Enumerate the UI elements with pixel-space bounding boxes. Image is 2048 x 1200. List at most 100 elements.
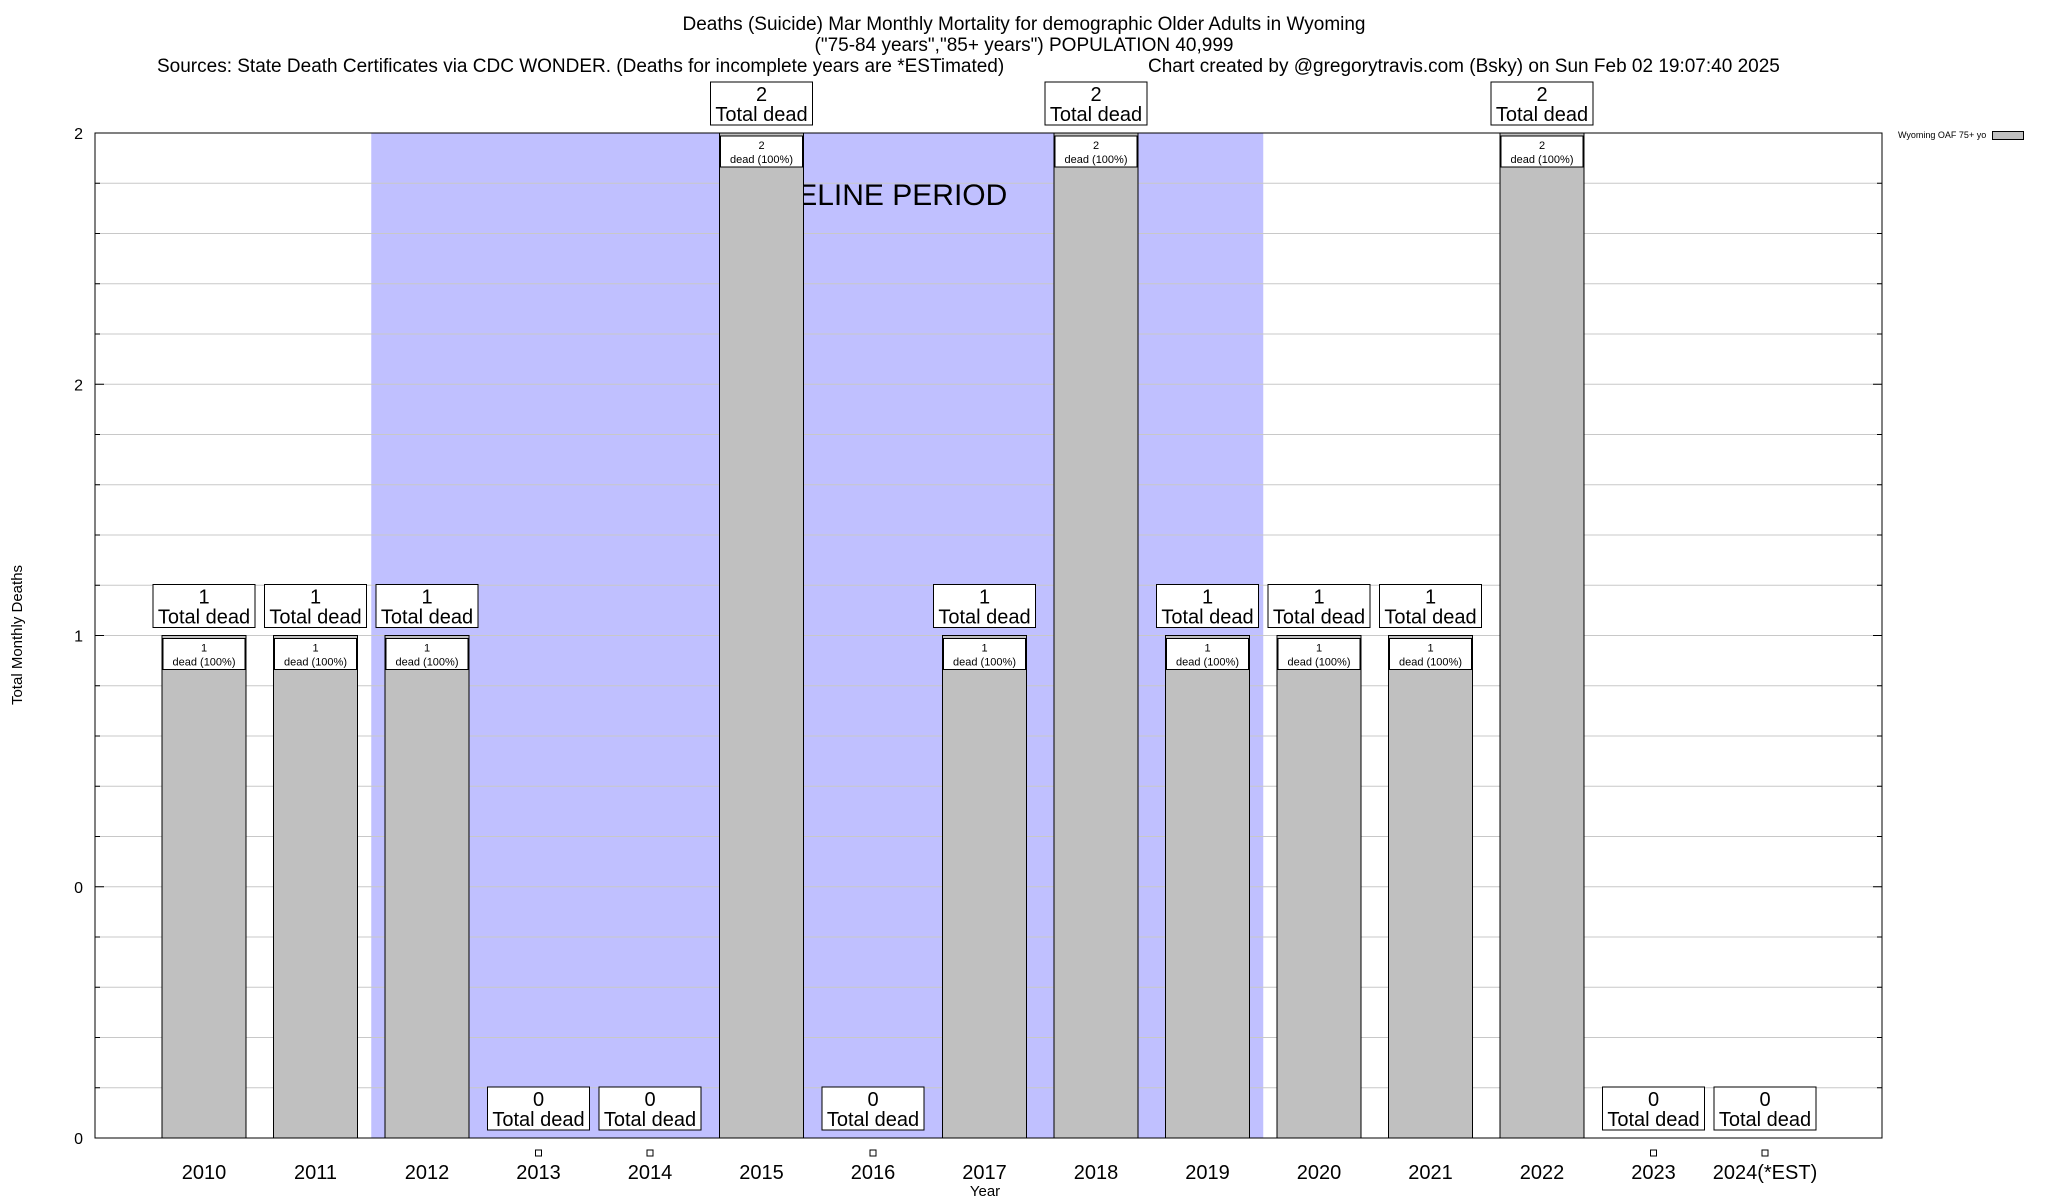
inner-label-count: 1 <box>1204 643 1210 655</box>
bar-2012 <box>384 635 470 1139</box>
inner-label-count: 1 <box>1316 643 1322 655</box>
bar-2019 <box>1165 635 1250 1139</box>
inner-label-count: 2 <box>758 140 764 152</box>
total-label-text: Total dead <box>1050 104 1142 126</box>
total-label-count: 2 <box>756 84 767 106</box>
inner-label-box <box>274 638 357 670</box>
total-label-box <box>1602 1086 1705 1131</box>
inner-label-box <box>1500 135 1584 168</box>
plot-frame <box>94 132 1883 1139</box>
x-tick-label: 2014 <box>628 1162 673 1184</box>
zero-marker <box>1650 1149 1657 1157</box>
inner-label-count: 1 <box>1427 643 1433 655</box>
total-label-box <box>1044 81 1148 126</box>
total-label-text: Total dead <box>604 1109 696 1131</box>
total-label-text: Total dead <box>269 607 361 629</box>
inner-label-box <box>1166 638 1249 670</box>
total-label-box <box>375 584 479 628</box>
x-tick-label: 2024(*EST) <box>1713 1162 1818 1184</box>
inner-label-pct: dead (100%) <box>953 657 1016 669</box>
total-label-text: Total dead <box>1161 607 1253 629</box>
chart-subtitle: ("75-84 years","85+ years") POPULATION 4… <box>814 35 1234 56</box>
bar-2017 <box>942 635 1027 1139</box>
total-label-count: 1 <box>198 587 209 609</box>
x-tick-label: 2017 <box>962 1162 1007 1184</box>
y-tick-label: 0 <box>74 880 83 897</box>
inner-label-pct: dead (100%) <box>1288 657 1351 669</box>
inner-label-box <box>943 638 1026 670</box>
x-tick-label: 2012 <box>405 1162 450 1184</box>
chart-legend: Wyoming OAF 75+ yo <box>1898 130 2025 141</box>
total-label-count: 1 <box>1425 587 1436 609</box>
x-tick-label: 2010 <box>182 1162 227 1184</box>
y-tick-label: 1 <box>74 629 83 646</box>
inner-label-box <box>720 135 803 168</box>
y-axis-label: Total Monthly Deaths <box>9 565 26 705</box>
x-tick-label: 2013 <box>516 1162 561 1184</box>
total-label-count: 2 <box>1090 84 1101 106</box>
total-label-text: Total dead <box>1273 607 1365 629</box>
bar-2011 <box>273 635 358 1139</box>
y-tick-label: 2 <box>74 126 83 143</box>
total-label-text: Total dead <box>827 1109 919 1131</box>
chart-sources: Sources: State Death Certificates via CD… <box>157 56 1005 77</box>
total-label-text: Total dead <box>492 1109 584 1131</box>
inner-label-pct: dead (100%) <box>284 657 347 669</box>
inner-label-count: 1 <box>201 643 207 655</box>
inner-label-box <box>1054 135 1138 168</box>
total-label-count: 1 <box>310 587 321 609</box>
chart-title: Deaths (Suicide) Mar Monthly Mortality f… <box>682 14 1366 35</box>
total-label-text: Total dead <box>1607 1109 1699 1131</box>
legend-swatch <box>1992 131 2025 141</box>
y-tick-label: 2 <box>74 377 83 394</box>
total-label-text: Total dead <box>1496 104 1588 126</box>
total-label-text: Total dead <box>715 104 807 126</box>
zero-marker <box>869 1149 877 1157</box>
inner-label-pct: dead (100%) <box>730 154 793 166</box>
x-tick-label: 2019 <box>1185 1162 1230 1184</box>
total-label-box <box>487 1086 590 1131</box>
x-tick-label: 2020 <box>1297 1162 1342 1184</box>
total-label-box <box>152 584 256 628</box>
total-label-box <box>598 1086 702 1131</box>
inner-label-count: 1 <box>312 643 318 655</box>
inner-label-box <box>1389 638 1472 670</box>
x-tick-label: 2022 <box>1520 1162 1565 1184</box>
inner-label-box <box>162 638 246 670</box>
bar-2015 <box>719 132 804 1139</box>
total-label-count: 1 <box>421 587 432 609</box>
bar-2022 <box>1499 132 1585 1139</box>
total-label-box <box>1713 1086 1817 1131</box>
total-label-count: 0 <box>644 1089 655 1111</box>
total-label-box <box>264 584 367 628</box>
inner-label-count: 2 <box>1539 140 1545 152</box>
inner-label-box <box>385 638 469 670</box>
x-tick-label: 2023 <box>1631 1162 1676 1184</box>
bar-2021 <box>1388 635 1473 1139</box>
total-label-box <box>710 81 813 126</box>
inner-label-pct: dead (100%) <box>1065 154 1128 166</box>
inner-label-count: 1 <box>981 643 987 655</box>
total-label-box <box>1156 584 1259 628</box>
x-tick-label: 2021 <box>1408 1162 1453 1184</box>
bar-2020 <box>1276 635 1362 1139</box>
total-label-count: 1 <box>1202 587 1213 609</box>
zero-marker <box>646 1149 654 1157</box>
total-label-count: 1 <box>1313 587 1324 609</box>
inner-label-pct: dead (100%) <box>1176 657 1239 669</box>
total-label-count: 0 <box>1648 1089 1659 1111</box>
bar-2018 <box>1053 132 1139 1139</box>
total-label-count: 0 <box>867 1089 878 1111</box>
inner-label-count: 2 <box>1093 140 1099 152</box>
x-tick-label: 2016 <box>851 1162 896 1184</box>
total-label-count: 0 <box>533 1089 544 1111</box>
x-axis-label: Year <box>970 1183 1000 1200</box>
total-label-box <box>1379 584 1482 628</box>
total-label-text: Total dead <box>1719 1109 1811 1131</box>
inner-label-pct: dead (100%) <box>1511 154 1574 166</box>
total-label-box <box>1490 81 1594 126</box>
inner-label-pct: dead (100%) <box>1399 657 1462 669</box>
inner-label-box <box>1277 638 1361 670</box>
total-label-text: Total dead <box>158 607 250 629</box>
